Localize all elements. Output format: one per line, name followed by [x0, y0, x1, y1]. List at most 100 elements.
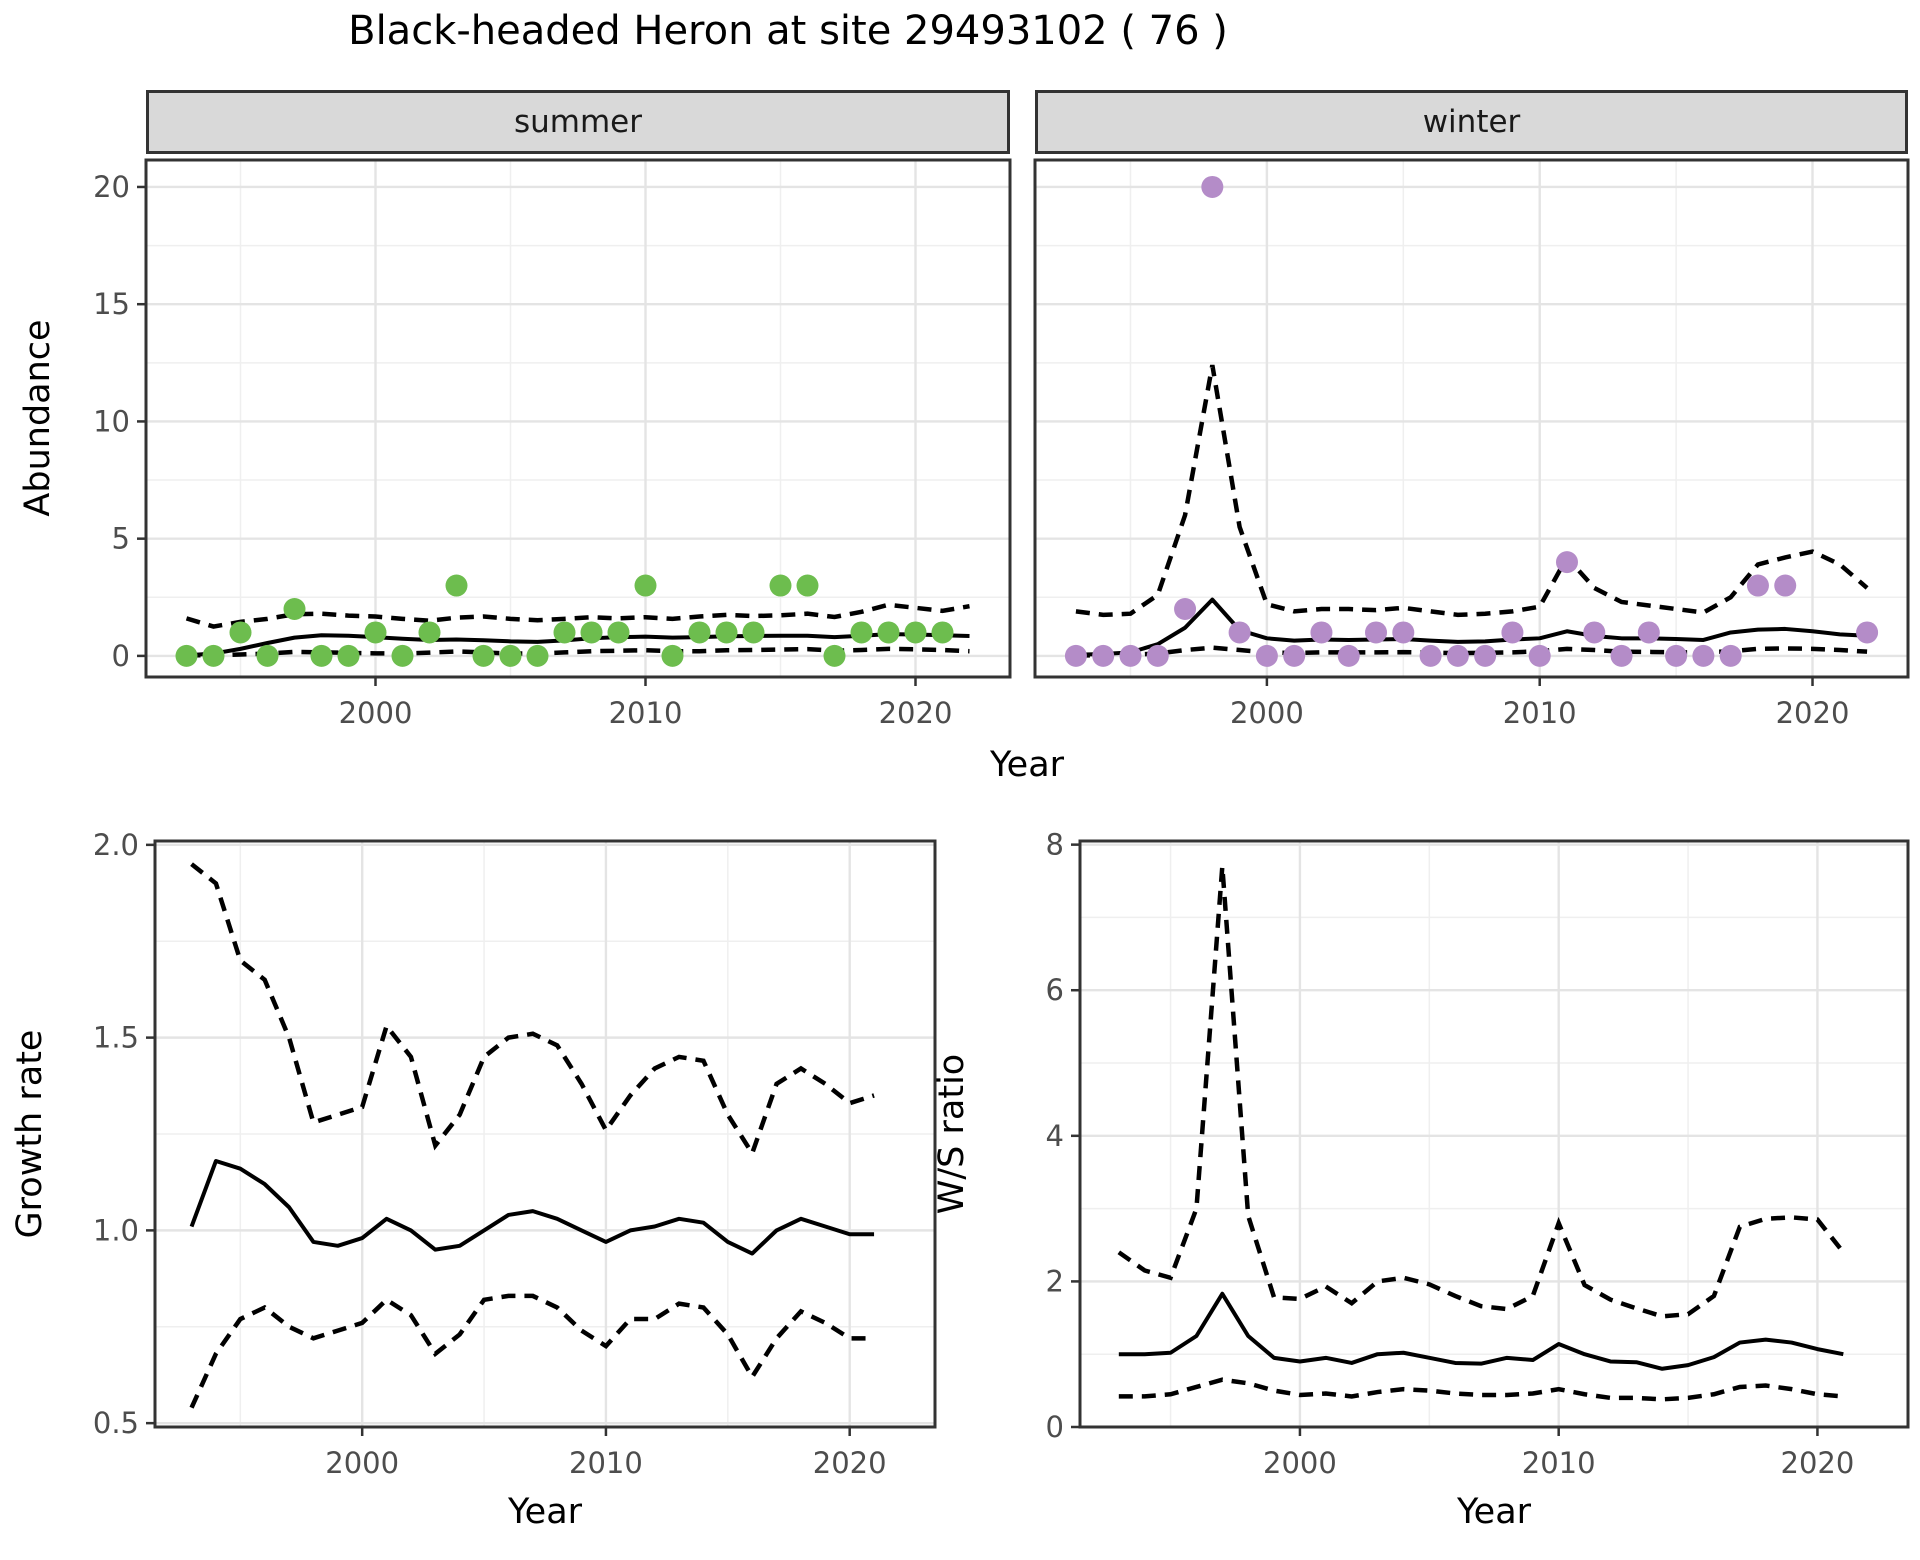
- data-point: [337, 644, 360, 667]
- y-tick-label: 1.0: [93, 1213, 139, 1247]
- x-axis: 2000 2010 2020: [1263, 1427, 1854, 1480]
- ws-ratio-panel: 2000 2010 2020 0 2 4 6 8: [1046, 828, 1910, 1480]
- data-point: [931, 621, 954, 644]
- data-point: [580, 621, 603, 644]
- data-point: [1446, 644, 1469, 667]
- data-point: [256, 644, 279, 667]
- ws-ratio-y-axis-title: W/S ratio: [932, 1053, 972, 1215]
- data-point: [391, 644, 414, 667]
- data-point: [877, 621, 900, 644]
- y-tick-label: 5: [112, 522, 130, 556]
- x-tick-label: 2010: [1522, 1446, 1596, 1480]
- data-point: [229, 621, 252, 644]
- data-point: [1146, 644, 1169, 667]
- data-point: [1474, 644, 1497, 667]
- lower-ci-line: [1075, 645, 1868, 658]
- mean-line: [1118, 1291, 1844, 1371]
- data-point: [1201, 175, 1224, 198]
- data-point: [769, 574, 792, 597]
- x-tick-label: 2000: [325, 1446, 399, 1480]
- data-points: [175, 574, 954, 667]
- data-point: [796, 574, 819, 597]
- x-tick-label: 2020: [879, 696, 953, 730]
- y-tick-label: 2.0: [93, 828, 139, 862]
- winter-panel: 2000 2010 2020: [1033, 158, 1910, 730]
- y-axis: 0 2 4 6 8: [1046, 828, 1080, 1444]
- growth-rate-x-axis-title: Year: [507, 1492, 583, 1532]
- data-point: [1610, 644, 1633, 667]
- x-tick-label: 2020: [1781, 1446, 1855, 1480]
- growth-rate-panel: 2000 2010 2020 0.5 1.0 1.5 2.0: [93, 828, 937, 1480]
- data-point: [904, 621, 927, 644]
- x-tick-label: 2010: [1503, 696, 1577, 730]
- x-axis: 2000 2010 2020: [325, 1427, 887, 1480]
- data-point: [283, 598, 306, 621]
- data-point: [1637, 621, 1660, 644]
- series: [1117, 866, 1846, 1402]
- data-point: [850, 621, 873, 644]
- mean-line: [189, 1158, 875, 1256]
- facet-label-winter: winter: [1422, 104, 1521, 140]
- data-point: [1692, 644, 1715, 667]
- upper-ci-line: [1117, 866, 1846, 1319]
- data-point: [1255, 644, 1278, 667]
- gridlines: [155, 841, 935, 1427]
- y-tick-label: 10: [93, 404, 130, 438]
- data-point: [1665, 644, 1688, 667]
- data-point: [1774, 574, 1797, 597]
- data-point: [742, 621, 765, 644]
- facet-label-summer: summer: [513, 104, 642, 140]
- data-point: [1228, 621, 1251, 644]
- ws-ratio-x-axis-title: Year: [1456, 1492, 1532, 1532]
- panel-border: [153, 839, 937, 1429]
- y-tick-label: 1.5: [93, 1021, 139, 1055]
- y-tick-label: 4: [1046, 1119, 1064, 1153]
- data-point: [472, 644, 495, 667]
- data-point: [688, 621, 711, 644]
- y-tick-label: 0: [112, 639, 130, 673]
- x-tick-label: 2020: [1776, 696, 1850, 730]
- upper-ci-line: [190, 862, 875, 1159]
- data-point: [175, 644, 198, 667]
- page-title: Black-headed Heron at site 29493102 ( 76…: [348, 8, 1228, 54]
- panel-border: [1078, 839, 1910, 1429]
- x-tick-label: 2020: [813, 1446, 887, 1480]
- panel-border: [144, 158, 1012, 679]
- data-point: [1501, 621, 1524, 644]
- mean-line: [186, 632, 970, 658]
- y-axis: 0.5 1.0 1.5 2.0: [93, 828, 155, 1440]
- y-tick-label: 20: [93, 170, 130, 204]
- data-point: [526, 644, 549, 667]
- gridlines: [146, 160, 1010, 677]
- series: [1075, 364, 1869, 658]
- lower-ci-line: [189, 1293, 875, 1409]
- abundance-x-axis-title: Year: [989, 745, 1065, 785]
- series: [189, 862, 875, 1409]
- data-point: [1064, 644, 1087, 667]
- mean-line: [1075, 597, 1868, 657]
- data-point: [1528, 644, 1551, 667]
- data-point: [1365, 621, 1388, 644]
- data-point: [661, 644, 684, 667]
- x-tick-label: 2010: [609, 696, 683, 730]
- data-point: [1092, 644, 1115, 667]
- data-point: [1583, 621, 1606, 644]
- upper-ci-line: [1075, 364, 1869, 618]
- x-axis: 2000 2010 2020: [1230, 677, 1849, 730]
- data-point: [823, 644, 846, 667]
- data-point: [1555, 551, 1578, 574]
- growth-rate-y-axis-title: Growth rate: [10, 1029, 50, 1239]
- abundance-y-axis-title: Abundance: [18, 319, 58, 517]
- lower-ci-line: [186, 646, 970, 658]
- data-point: [607, 621, 630, 644]
- facet-strip-winter: winter: [1035, 90, 1908, 154]
- data-point: [1337, 644, 1360, 667]
- data-point: [310, 644, 333, 667]
- y-tick-label: 6: [1046, 973, 1064, 1007]
- data-point: [553, 621, 576, 644]
- data-point: [364, 621, 387, 644]
- gridlines: [1035, 160, 1908, 677]
- data-point: [1283, 644, 1306, 667]
- y-axis: 0 5 10 15 20: [93, 170, 146, 673]
